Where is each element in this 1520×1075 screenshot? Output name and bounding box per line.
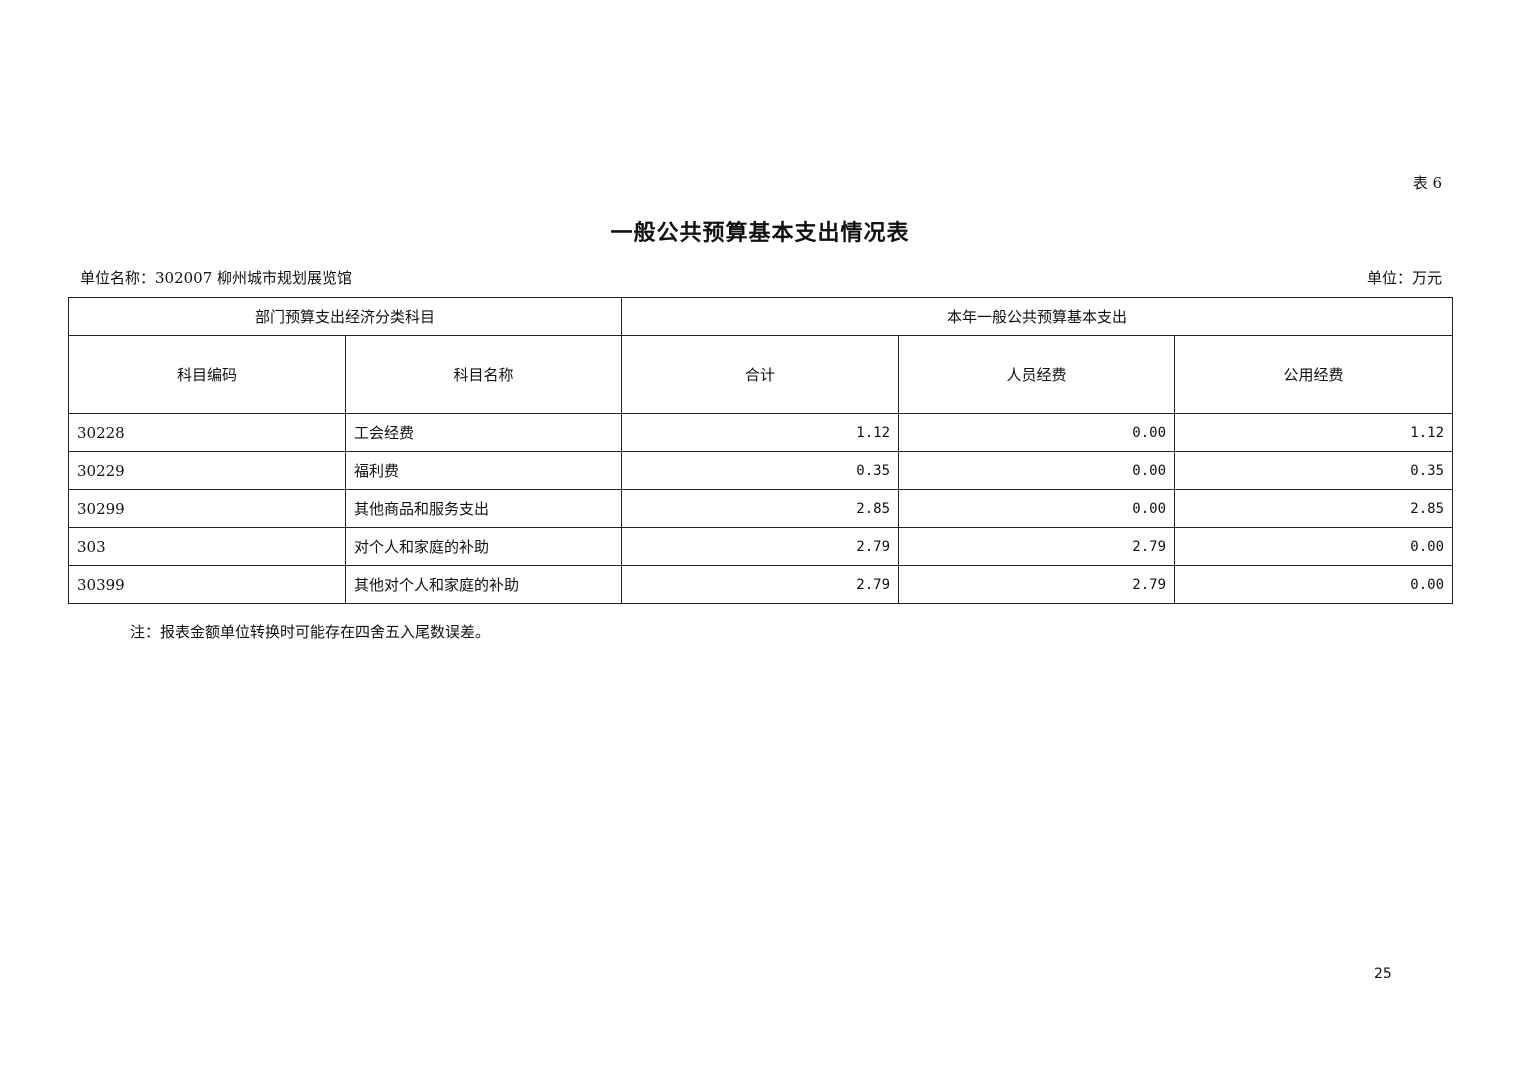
cell-code: 30229 — [68, 451, 346, 490]
table-row: 30228 工会经费 1.12 0.00 1.12 — [68, 413, 1454, 452]
cell-code: 30399 — [68, 565, 346, 604]
cell-personnel: 2.79 — [898, 527, 1176, 566]
cell-name: 对个人和家庭的补助 — [344, 527, 623, 566]
unit-name: 单位名称：302007 柳州城市规划展览馆 — [80, 269, 353, 287]
header-row: 科目编码 科目名称 合计 人员经费 公用经费 — [68, 335, 1454, 414]
cell-total: 2.79 — [621, 527, 900, 566]
table-number: 表 6 — [1412, 174, 1442, 192]
cell-public: 0.00 — [1174, 565, 1454, 604]
cell-name: 其他对个人和家庭的补助 — [344, 565, 623, 604]
header-group-classification: 部门预算支出经济分类科目 — [67, 297, 623, 336]
table-row: 30299 其他商品和服务支出 2.85 0.00 2.85 — [68, 489, 1454, 528]
header-group-expenditure: 本年一般公共预算基本支出 — [621, 297, 1454, 336]
cell-total: 0.35 — [621, 451, 900, 490]
cell-public: 0.00 — [1174, 527, 1454, 566]
currency-unit: 单位：万元 — [1366, 269, 1442, 287]
cell-code: 303 — [68, 527, 346, 566]
cell-public: 0.35 — [1174, 451, 1454, 490]
cell-code: 30228 — [68, 413, 346, 452]
header-group-row: 部门预算支出经济分类科目 本年一般公共预算基本支出 — [67, 297, 1454, 336]
header-personnel: 人员经费 — [898, 335, 1176, 414]
header-total: 合计 — [621, 335, 900, 414]
table-row: 30399 其他对个人和家庭的补助 2.79 2.79 0.00 — [68, 565, 1454, 604]
cell-total: 2.79 — [621, 565, 900, 604]
cell-public: 2.85 — [1174, 489, 1454, 528]
footnote: 注：报表金额单位转换时可能存在四舍五入尾数误差。 — [130, 623, 491, 641]
table-row: 30229 福利费 0.35 0.00 0.35 — [68, 451, 1454, 490]
header-code: 科目编码 — [68, 335, 346, 414]
header-name: 科目名称 — [344, 335, 623, 414]
cell-public: 1.12 — [1174, 413, 1454, 452]
cell-personnel: 2.79 — [898, 565, 1176, 604]
cell-name: 工会经费 — [344, 413, 623, 452]
page-number: 25 — [1374, 966, 1392, 982]
cell-name: 福利费 — [344, 451, 623, 490]
table-row: 303 对个人和家庭的补助 2.79 2.79 0.00 — [68, 527, 1454, 566]
cell-name: 其他商品和服务支出 — [344, 489, 623, 528]
cell-personnel: 0.00 — [898, 451, 1176, 490]
cell-total: 1.12 — [621, 413, 900, 452]
cell-total: 2.85 — [621, 489, 900, 528]
header-public: 公用经费 — [1174, 335, 1454, 414]
cell-personnel: 0.00 — [898, 489, 1176, 528]
budget-table: 部门预算支出经济分类科目 本年一般公共预算基本支出 科目编码 科目名称 合计 人… — [67, 297, 1454, 604]
page-title: 一般公共预算基本支出情况表 — [610, 220, 910, 246]
cell-personnel: 0.00 — [898, 413, 1176, 452]
cell-code: 30299 — [68, 489, 346, 528]
